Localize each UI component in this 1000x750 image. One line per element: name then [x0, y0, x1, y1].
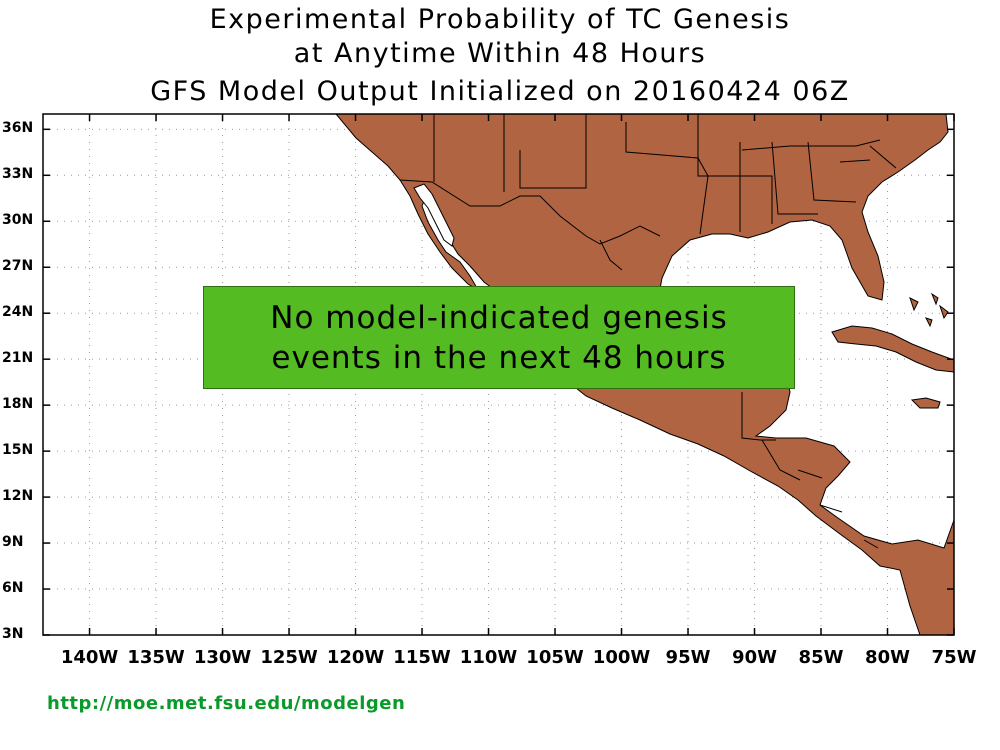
lat-label: 15N — [2, 442, 34, 459]
lon-label: 90W — [732, 647, 777, 668]
lon-label: 75W — [931, 647, 977, 668]
lat-label: 3N — [2, 626, 24, 642]
lat-label: 36N — [2, 120, 34, 137]
lon-label: 80W — [865, 647, 910, 668]
lon-label: 120W — [326, 647, 385, 668]
landmass-cuba — [831, 325, 954, 373]
lon-label: 135W — [127, 647, 185, 668]
notice-line-2: events in the next 48 hours — [271, 340, 727, 376]
lon-label: 140W — [60, 647, 119, 668]
lat-label: 6N — [2, 580, 24, 597]
lon-label: 130W — [193, 647, 252, 668]
lat-label: 33N — [2, 166, 34, 183]
lon-label: 95W — [665, 647, 711, 668]
lon-label: 100W — [592, 647, 651, 668]
no-genesis-notice: No model-indicated genesis events in the… — [203, 286, 795, 389]
map-title-line-2: at Anytime Within 48 Hours — [293, 38, 707, 69]
lat-label: 12N — [2, 488, 34, 505]
lat-label: 21N — [2, 350, 34, 367]
lat-label: 9N — [2, 534, 24, 551]
lon-label: 110W — [459, 647, 518, 668]
notice-line-1: No model-indicated genesis — [270, 300, 728, 336]
landmass-bahamas — [909, 292, 949, 328]
lat-label: 27N — [2, 258, 34, 275]
lat-label: 18N — [2, 396, 34, 413]
lon-label: 85W — [798, 647, 844, 668]
lon-label: 115W — [393, 647, 451, 668]
landmass-jamaica — [910, 397, 941, 409]
source-url: http://moe.met.fsu.edu/modelgen — [47, 693, 406, 714]
political-borders — [399, 114, 897, 549]
map-title-line-3: GFS Model Output Initialized on 20160424… — [150, 76, 850, 107]
map-title-line-1: Experimental Probability of TC Genesis — [209, 4, 791, 35]
landmass-baja-california — [413, 183, 455, 247]
lon-label: 105W — [526, 647, 584, 668]
axis-ticks — [43, 114, 955, 636]
lon-label: 125W — [260, 647, 318, 668]
lat-label: 30N — [2, 212, 34, 229]
lat-label: 24N — [2, 304, 34, 321]
